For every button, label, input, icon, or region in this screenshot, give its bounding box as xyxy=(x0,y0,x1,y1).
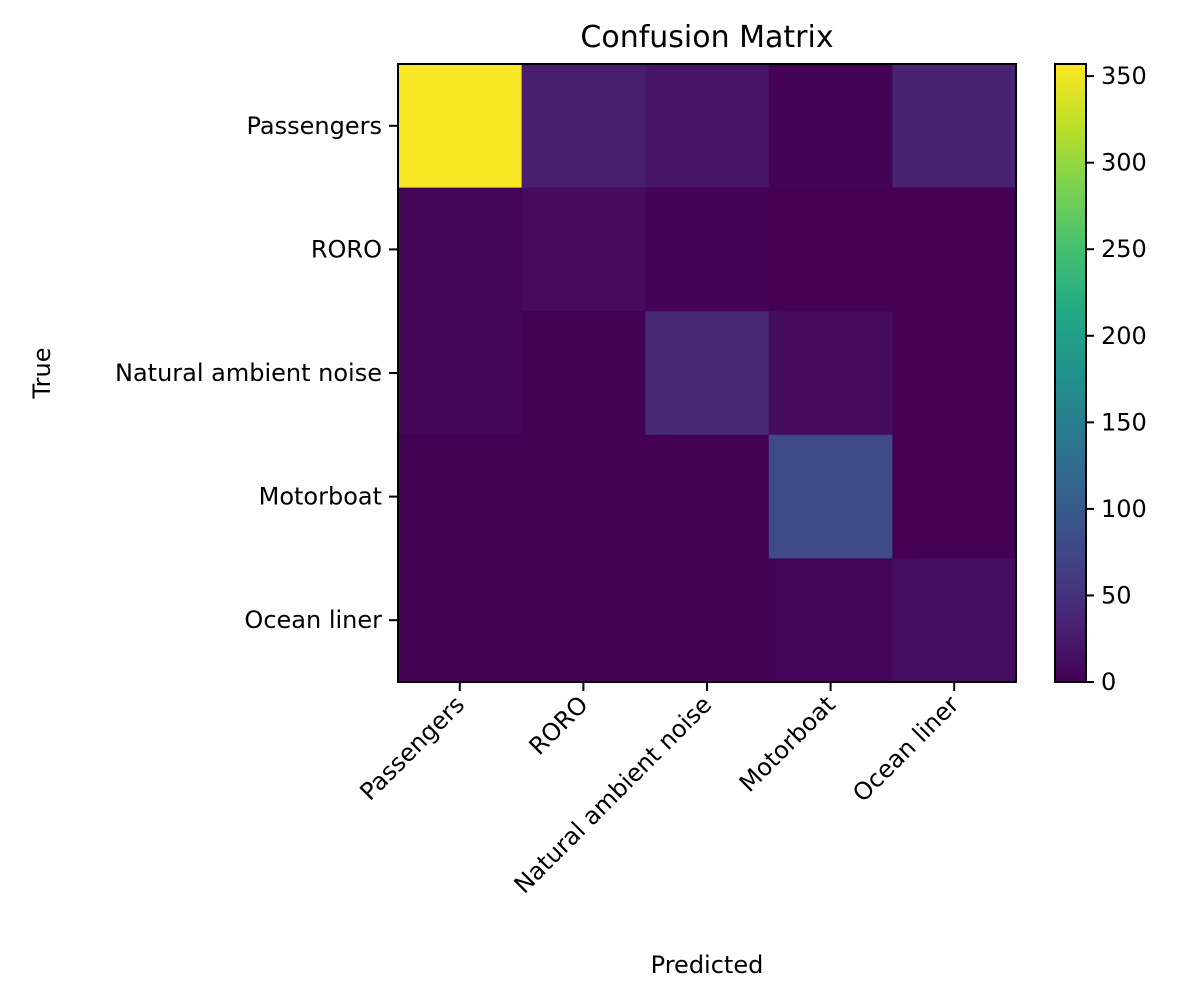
heatmap-cell xyxy=(768,187,893,312)
heatmap-cell xyxy=(645,64,770,189)
heatmap-cell xyxy=(892,187,1017,312)
y-tick-label: Ocean liner xyxy=(244,606,382,634)
colorbar-tick-label: 350 xyxy=(1101,62,1147,90)
heatmap-cell xyxy=(521,64,646,189)
x-tick-label: Ocean liner xyxy=(847,690,964,807)
y-tick-label: Passengers xyxy=(247,112,382,140)
y-tick-label: Motorboat xyxy=(259,483,382,511)
x-tick-label: Motorboat xyxy=(734,690,841,797)
heatmap-cell xyxy=(398,64,523,189)
heatmap-cell xyxy=(398,311,523,436)
chart-title: Confusion Matrix xyxy=(580,20,833,55)
heatmap-cell xyxy=(521,434,646,559)
colorbar-tick-label: 100 xyxy=(1101,495,1147,523)
plot-frame xyxy=(397,63,1017,683)
heatmap-cells xyxy=(398,64,1017,683)
heatmap-cell xyxy=(768,434,893,559)
heatmap-cell xyxy=(521,187,646,312)
colorbar-gradient xyxy=(1054,63,1087,683)
x-tick-label: RORO xyxy=(524,690,594,760)
heatmap-cell xyxy=(645,311,770,436)
colorbar-tick-label: 150 xyxy=(1101,408,1147,436)
colorbar: 0 50 100 150 200 250 300 350 xyxy=(1054,62,1147,696)
x-tick-label: Passengers xyxy=(354,690,470,806)
heatmap-cell xyxy=(892,64,1017,189)
heatmap-cell xyxy=(768,311,893,436)
heatmap-cell xyxy=(768,64,893,189)
colorbar-tick-label: 200 xyxy=(1101,322,1147,350)
heatmap-cell xyxy=(398,434,523,559)
colorbar-tick-label: 300 xyxy=(1101,149,1147,177)
heatmap-cell xyxy=(768,558,893,683)
x-axis-label: Predicted xyxy=(651,951,764,979)
heatmap-cell xyxy=(892,558,1017,683)
heatmap-cell xyxy=(521,311,646,436)
y-tick-label: Natural ambient noise xyxy=(115,359,382,387)
y-axis-label: True xyxy=(28,348,56,400)
colorbar-tick-label: 250 xyxy=(1101,235,1147,263)
heatmap-cell xyxy=(645,558,770,683)
heatmap-cell xyxy=(521,558,646,683)
colorbar-tick-label: 0 xyxy=(1101,668,1116,696)
heatmap-cell xyxy=(892,434,1017,559)
heatmap-cell xyxy=(645,187,770,312)
heatmap-cell xyxy=(645,434,770,559)
heatmap-cell xyxy=(892,311,1017,436)
y-tick-label: RORO xyxy=(311,235,382,263)
heatmap-cell xyxy=(398,187,523,312)
heatmap-cell xyxy=(398,558,523,683)
colorbar-tick-label: 50 xyxy=(1101,581,1132,609)
x-tick-label: Natural ambient noise xyxy=(509,690,718,899)
y-axis-ticks: Passengers RORO Natural ambient noise Motor… xyxy=(115,112,398,634)
